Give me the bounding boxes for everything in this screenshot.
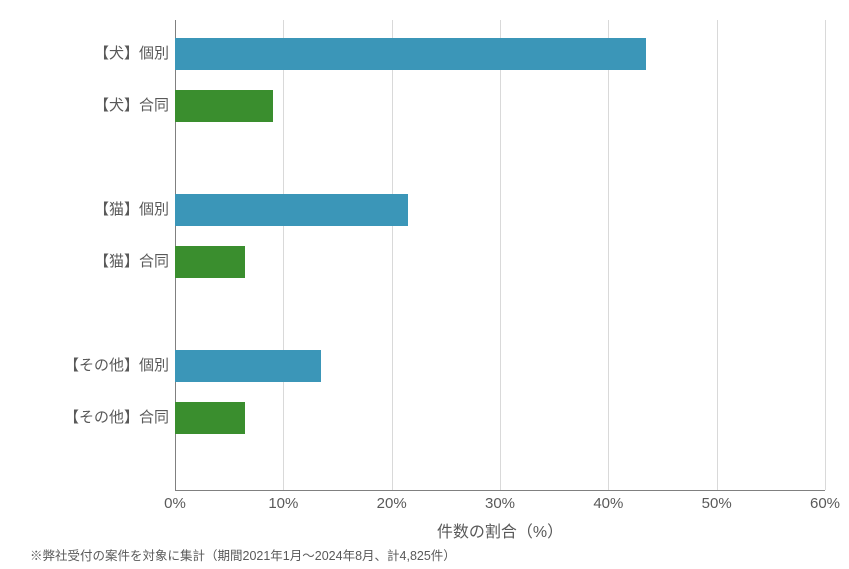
plot-area: [175, 20, 825, 490]
y-axis-label: 【その他】合同: [9, 402, 169, 434]
bar: [175, 402, 245, 434]
chart-container: 件数の割合（%） ※弊社受付の案件を対象に集計（期間2021年1月～2024年8…: [0, 0, 849, 569]
x-tick-label: 50%: [692, 495, 742, 512]
gridline: [392, 20, 393, 490]
y-axis-label: 【犬】個別: [9, 38, 169, 70]
bar: [175, 38, 646, 70]
gridline: [283, 20, 284, 490]
y-axis-label: 【猫】個別: [9, 194, 169, 226]
chart-footnote: ※弊社受付の案件を対象に集計（期間2021年1月～2024年8月、計4,825件…: [30, 545, 456, 564]
gridline: [825, 20, 826, 490]
gridline: [717, 20, 718, 490]
y-axis-label: 【その他】個別: [9, 350, 169, 382]
x-tick-label: 10%: [258, 495, 308, 512]
x-axis-title: 件数の割合（%）: [175, 518, 825, 542]
x-tick-label: 20%: [367, 495, 417, 512]
bar: [175, 350, 321, 382]
y-axis-label: 【犬】合同: [9, 90, 169, 122]
bar: [175, 194, 408, 226]
y-axis-label: 【猫】合同: [9, 246, 169, 278]
x-axis-line: [175, 490, 825, 491]
x-tick-label: 0%: [150, 495, 200, 512]
x-tick-label: 40%: [583, 495, 633, 512]
x-tick-label: 60%: [800, 495, 849, 512]
bar: [175, 90, 273, 122]
gridline: [500, 20, 501, 490]
bar: [175, 246, 245, 278]
gridline: [608, 20, 609, 490]
x-tick-label: 30%: [475, 495, 525, 512]
